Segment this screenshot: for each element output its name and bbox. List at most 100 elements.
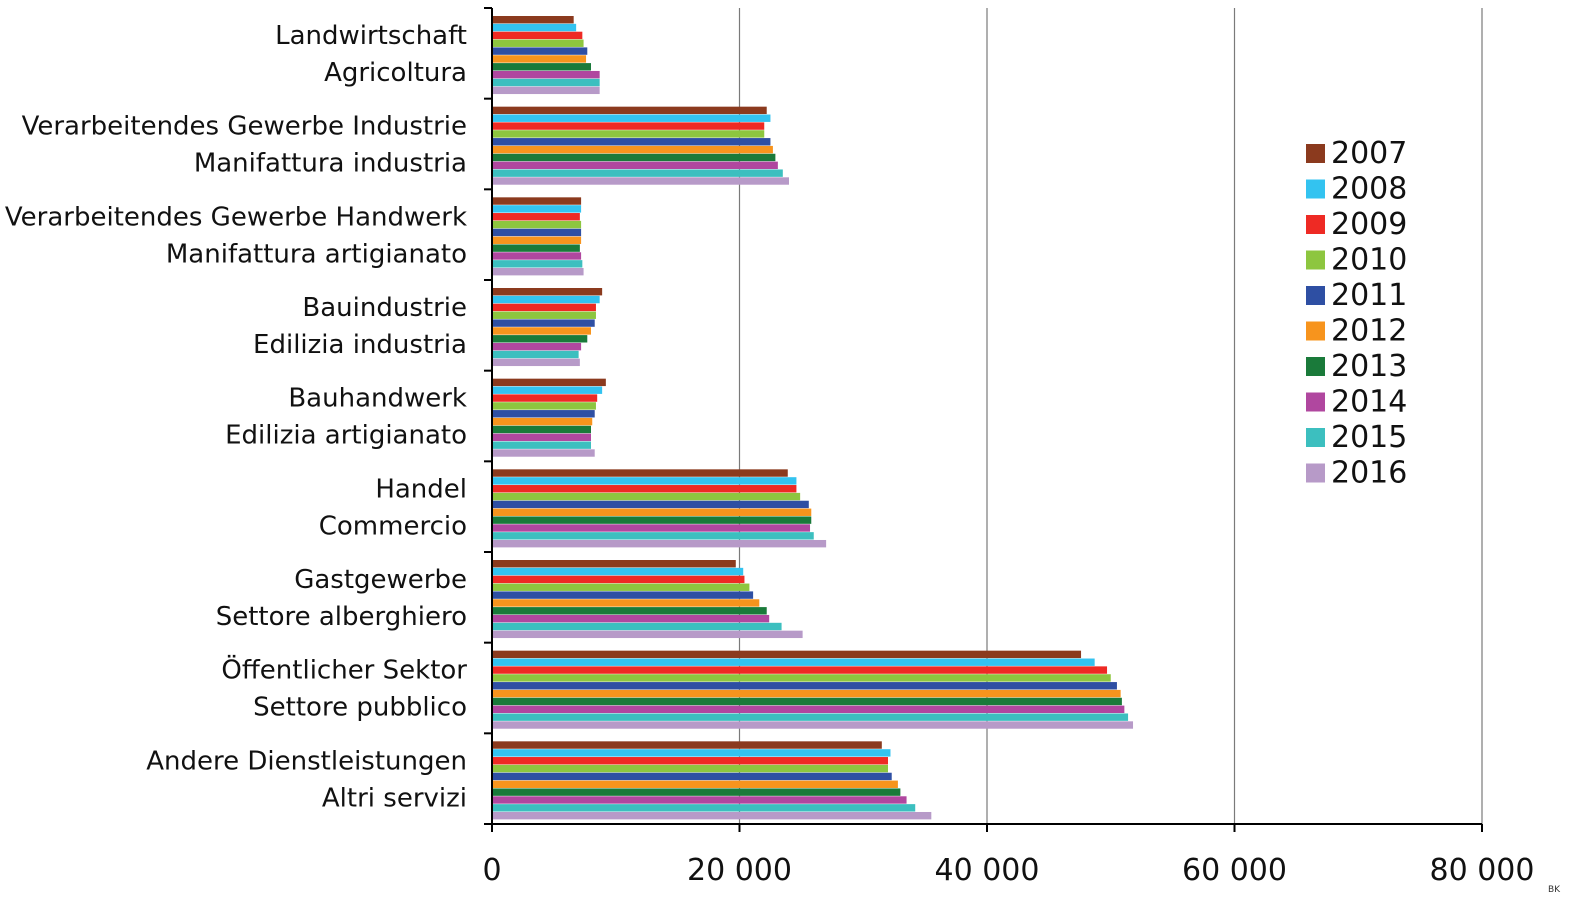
bar-2012-1: [493, 55, 587, 63]
bar-2013-5: [493, 425, 591, 434]
bar-2008-9: [493, 749, 891, 757]
x-tick-label: 20 000: [687, 853, 792, 888]
legend-swatch-2016: [1306, 463, 1325, 483]
bar-2009-5: [493, 394, 598, 402]
bar-2014-4: [493, 342, 582, 351]
bar-2013-6: [493, 516, 812, 524]
bar-2015-6: [493, 532, 814, 540]
bar-2012-3: [493, 236, 582, 244]
legend-swatch-2015: [1306, 428, 1325, 447]
x-tick-label: 80 000: [1430, 853, 1535, 888]
bar-2013-7: [493, 607, 767, 615]
bar-2007-4: [493, 288, 603, 296]
bar-2009-7: [493, 575, 745, 584]
bar-2014-5: [493, 433, 591, 442]
bar-2015-2: [493, 169, 783, 177]
bar-2015-4: [493, 350, 579, 359]
category-label-it: Agricoltura: [324, 58, 467, 88]
category-label-de: Öffentlicher Sektor: [221, 654, 467, 686]
bar-2009-4: [493, 303, 596, 312]
x-tick-label: 60 000: [1182, 853, 1287, 888]
bar-2012-2: [493, 145, 773, 154]
legend-label: 2013: [1331, 349, 1407, 384]
bar-2011-6: [493, 500, 809, 509]
bar-2010-2: [493, 130, 765, 138]
bars: [493, 16, 1134, 820]
bar-2008-8: [493, 658, 1095, 666]
bar-2016-5: [493, 449, 595, 457]
legend-swatch-2007: [1306, 144, 1325, 163]
bar-2011-8: [493, 682, 1117, 690]
corner-note: BK: [1548, 885, 1561, 895]
bar-2011-1: [493, 47, 588, 55]
category-label-it: Manifattura artigianato: [166, 239, 467, 269]
category-label-de: Gastgewerbe: [294, 565, 467, 595]
category-labels: Landwirtschaft Agricoltura Verarbeitendes …: [5, 21, 467, 813]
bar-2013-4: [493, 335, 588, 343]
bar-2007-6: [493, 469, 788, 477]
category-label-de: Bauhandwerk: [288, 384, 467, 414]
bar-2008-5: [493, 386, 603, 394]
category-label-it: Settore pubblico: [253, 693, 467, 723]
bar-2010-8: [493, 674, 1111, 682]
bar-2010-9: [493, 764, 888, 773]
bar-2008-2: [493, 114, 771, 122]
category-label-de: Verarbeitendes Gewerbe Handwerk: [5, 202, 467, 232]
bar-2007-8: [493, 650, 1082, 659]
legend-label: 2014: [1331, 385, 1407, 420]
bar-2016-9: [493, 811, 932, 820]
bar-2013-3: [493, 244, 580, 252]
bar-2015-3: [493, 260, 583, 268]
bar-2014-6: [493, 524, 811, 532]
bar-2010-3: [493, 220, 582, 229]
category-label-it: Edilizia artigianato: [225, 421, 467, 451]
category-label-it: Settore alberghiero: [216, 602, 467, 632]
x-tick-label: 0: [482, 853, 501, 888]
bar-2015-1: [493, 78, 600, 87]
bar-2014-7: [493, 614, 770, 623]
legend-swatch-2009: [1306, 215, 1325, 234]
bar-2012-6: [493, 508, 812, 516]
legend-swatch-2014: [1306, 392, 1325, 412]
bar-2015-8: [493, 713, 1129, 721]
y-ticks: [484, 7, 492, 825]
bar-2012-7: [493, 599, 760, 607]
legend-swatch-2011: [1306, 286, 1325, 305]
category-label-it: Commercio: [319, 511, 467, 541]
bar-2016-6: [493, 539, 827, 548]
bar-2016-2: [493, 177, 789, 185]
bar-2014-9: [493, 796, 907, 804]
bar-2011-7: [493, 591, 754, 599]
bar-2015-9: [493, 804, 916, 812]
bar-2009-6: [493, 485, 797, 493]
bar-2014-8: [493, 705, 1125, 714]
bar-2009-8: [493, 666, 1108, 674]
bar-2015-5: [493, 441, 591, 449]
bar-2010-7: [493, 583, 750, 591]
bar-2013-9: [493, 788, 901, 796]
bar-2010-4: [493, 311, 596, 319]
legend-label: 2011: [1331, 278, 1407, 313]
bar-2012-4: [493, 327, 591, 335]
bar-2008-7: [493, 567, 744, 576]
bar-2007-1: [493, 16, 574, 24]
bar-2016-7: [493, 630, 803, 639]
bar-2016-1: [493, 86, 600, 95]
bar-2008-6: [493, 477, 797, 485]
bar-2016-3: [493, 267, 584, 276]
legend-label: 2008: [1331, 172, 1407, 207]
category-label-de: Handel: [375, 474, 467, 504]
bar-2010-1: [493, 39, 584, 47]
bar-2012-9: [493, 780, 898, 788]
legend-swatch-2013: [1306, 357, 1325, 376]
bar-2008-4: [493, 295, 600, 304]
bar-2009-2: [493, 122, 765, 130]
legend-label: 2012: [1331, 314, 1407, 349]
bar-2007-7: [493, 560, 736, 568]
bar-2008-3: [493, 205, 582, 213]
bar-2007-2: [493, 106, 767, 115]
legend-swatch-2012: [1306, 321, 1325, 341]
category-label-de: Verarbeitendes Gewerbe Industrie: [22, 112, 467, 142]
